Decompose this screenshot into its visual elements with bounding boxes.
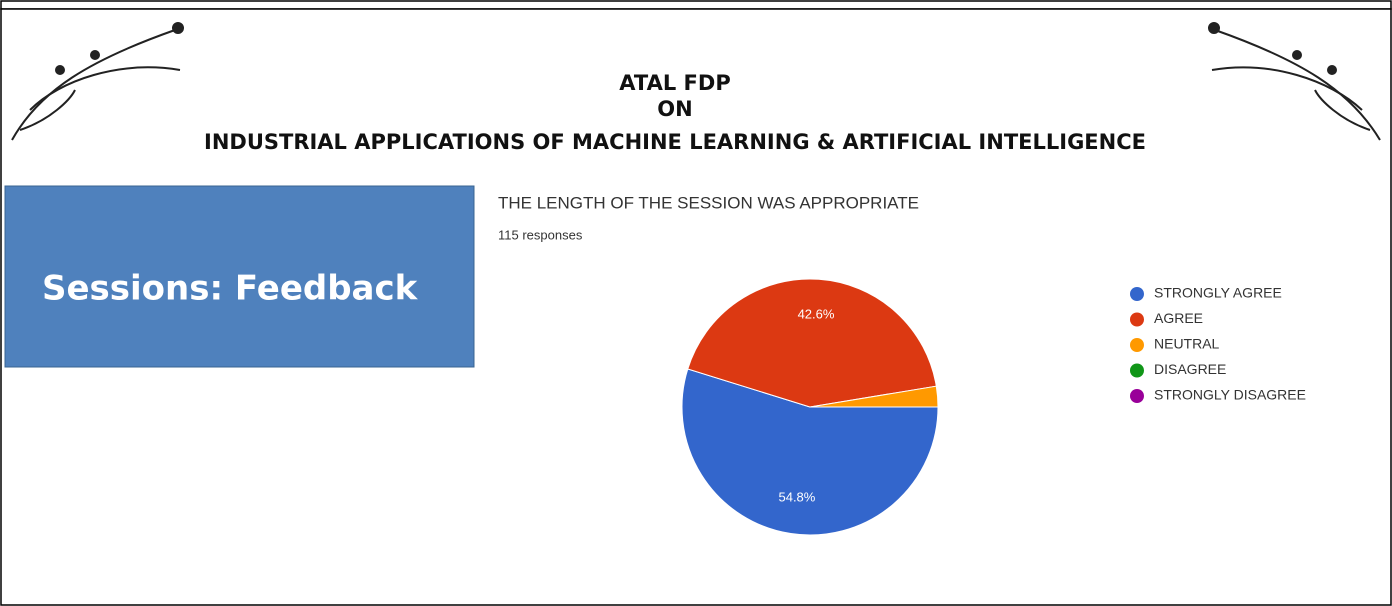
legend-swatch (1130, 389, 1144, 403)
header-line: ATAL FDP (619, 71, 730, 95)
side-panel (4, 185, 475, 368)
floral-right (1208, 22, 1381, 141)
legend-swatch (1130, 287, 1144, 301)
data-label: 54.8% (778, 490, 815, 505)
side-panel-title: Sessions: Feedback (42, 269, 419, 309)
top-strip (0, 0, 1392, 10)
header-line: INDUSTRIAL APPLICATIONS OF MACHINE LEARN… (204, 130, 1146, 154)
data-label: 42.6% (798, 306, 835, 321)
floral-left (11, 22, 184, 141)
legend-swatch (1130, 363, 1144, 378)
legend-label: NEUTRAL (1154, 336, 1220, 352)
header-line: ON (657, 97, 692, 121)
legend-swatch (1130, 312, 1144, 327)
legend-label: STRONGLY DISAGREE (1154, 387, 1306, 403)
pie-slice (809, 385, 939, 408)
pie-slice (681, 368, 939, 536)
pie-slice (687, 278, 937, 408)
legend-label: DISAGREE (1154, 361, 1226, 377)
legend-swatch (1130, 338, 1144, 352)
legend-label: STRONGLY AGREE (1154, 285, 1282, 301)
legend-label: AGREE (1154, 310, 1203, 326)
chart-title: THE LENGTH OF THE SESSION WAS APPROPRIAT… (498, 193, 919, 212)
chart-subtitle: 115 responses (498, 227, 583, 242)
